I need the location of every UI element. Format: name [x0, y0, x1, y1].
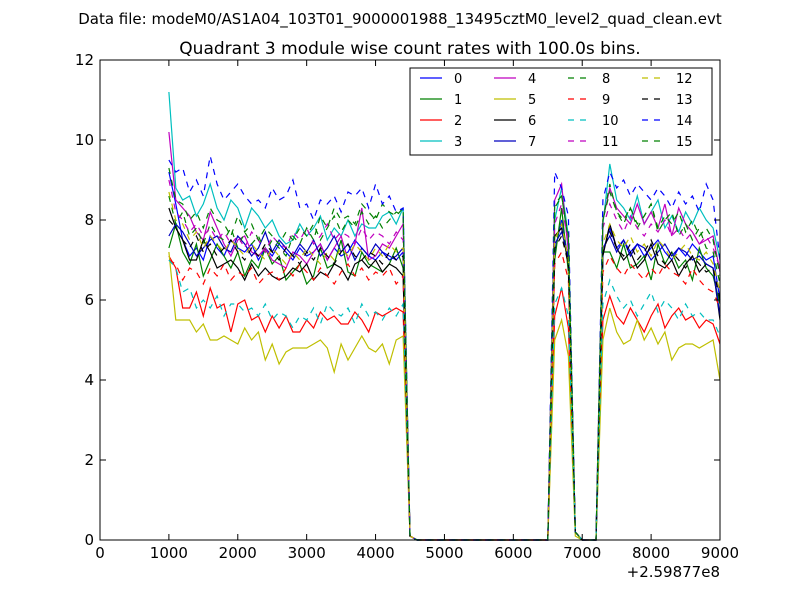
y-tick-label: 12 — [75, 51, 94, 69]
y-tick-label: 6 — [84, 291, 94, 309]
x-tick-label: 1000 — [150, 544, 188, 562]
series-line-8 — [168, 183, 721, 541]
x-tick-label: 2000 — [219, 544, 257, 562]
y-tick-label: 0 — [84, 531, 94, 549]
legend-label-8: 8 — [602, 72, 610, 87]
x-tick-label: 3000 — [288, 544, 326, 562]
legend-label-9: 9 — [602, 93, 610, 108]
legend-label-1: 1 — [454, 93, 462, 108]
legend-label-2: 2 — [454, 114, 462, 129]
y-tick-label: 2 — [84, 451, 94, 469]
y-tick-label: 8 — [84, 211, 94, 229]
legend-label-5: 5 — [528, 93, 536, 108]
chart-title: Quadrant 3 module wise count rates with … — [179, 39, 640, 59]
x-tick-label: 7000 — [563, 544, 601, 562]
legend-label-12: 12 — [676, 72, 693, 87]
data-file-caption: Data file: modeM0/AS1A04_103T01_90000019… — [78, 10, 722, 29]
x-axis: 0 1000 2000 3000 4000 5000 6000 7000 8000 9000 — [95, 60, 739, 562]
legend-label-4: 4 — [528, 72, 536, 87]
y-tick-label: 10 — [75, 131, 94, 149]
x-offset-label: +2.59877e8 — [627, 563, 720, 581]
x-tick-label: 5000 — [425, 544, 463, 562]
x-tick-label: 4000 — [356, 544, 394, 562]
x-tick-label: 6000 — [494, 544, 532, 562]
series-line-9 — [168, 250, 721, 541]
legend-label-13: 13 — [676, 93, 693, 108]
x-tick-label: 0 — [95, 544, 105, 562]
legend-label-3: 3 — [454, 135, 462, 150]
series-line-14 — [168, 155, 721, 541]
x-tick-label: 9000 — [701, 544, 739, 562]
legend-label-10: 10 — [602, 114, 619, 129]
x-tick-label: 8000 — [632, 544, 670, 562]
legend-label-6: 6 — [528, 114, 536, 129]
legend-label-14: 14 — [676, 114, 693, 129]
plot-frame — [99, 59, 721, 541]
legend-label-11: 11 — [602, 135, 619, 150]
legend-frame — [409, 67, 713, 156]
legend-label-7: 7 — [528, 135, 536, 150]
legend-label-0: 0 — [454, 72, 462, 87]
y-tick-label: 4 — [84, 371, 94, 389]
legend-label-15: 15 — [676, 135, 693, 150]
